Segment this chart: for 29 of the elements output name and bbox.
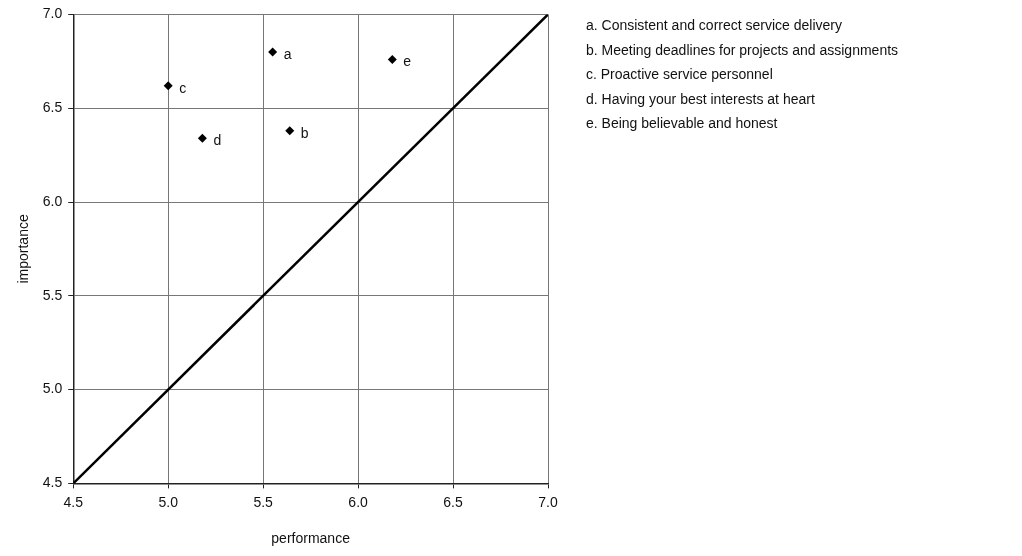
text: b. Meeting deadlines for projects and assignments	[586, 40, 899, 60]
annotation: d	[213, 132, 222, 149]
annotation: e	[403, 53, 412, 70]
point	[163, 81, 173, 91]
x-tick-label: 4.5	[63, 493, 84, 510]
y-tick-label: 5.5	[42, 286, 63, 303]
x-tick-label: 6.5	[443, 493, 463, 510]
point	[285, 126, 295, 136]
point	[387, 54, 397, 64]
x-axis-title: performance	[271, 530, 351, 547]
y-tick-label: 6.0	[42, 192, 63, 209]
annotation: a	[283, 45, 292, 62]
text: e. Being believable and honest	[586, 114, 779, 133]
x-tick-label: 5.5	[253, 493, 274, 510]
y-tick-label: 4.5	[42, 474, 63, 491]
x-tick-label: 7.0	[538, 493, 558, 510]
annotation: b	[300, 124, 309, 141]
text: a. Consistent and correct service delivery	[586, 16, 843, 35]
y-tick-label: 6.5	[42, 99, 63, 116]
point	[268, 47, 278, 57]
point	[197, 133, 207, 143]
annotation: c	[179, 79, 187, 96]
text: c. Proactive service personnel	[586, 65, 774, 84]
y-tick-label: 5.0	[42, 380, 63, 397]
x-tick-label: 5.0	[158, 493, 179, 510]
y-axis-title: importance	[15, 214, 32, 284]
x-tick-label: 6.0	[348, 493, 369, 510]
text: d. Having your best interests at heart	[586, 89, 816, 109]
y-tick-label: 7.0	[42, 5, 63, 22]
